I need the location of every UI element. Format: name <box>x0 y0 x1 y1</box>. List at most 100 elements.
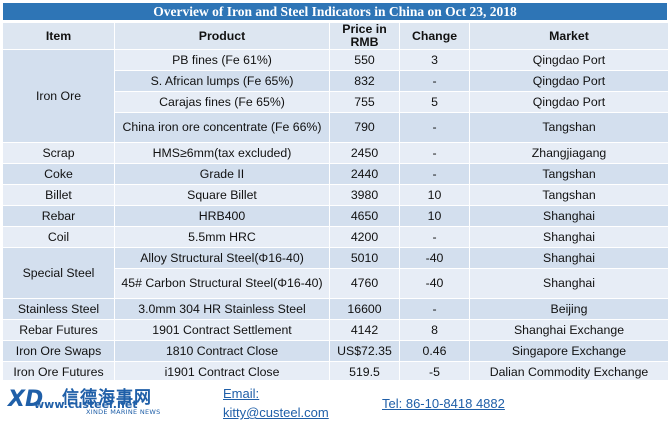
column-header-market: Market <box>469 22 669 50</box>
header-row: Item Product Price in RMB Change Market <box>2 22 669 50</box>
table-row: Iron Ore Swaps 1810 Contract Close US$72… <box>2 340 669 362</box>
column-header-change: Change <box>399 22 470 50</box>
market-cell: Shanghai <box>469 226 669 248</box>
price-cell: 4200 <box>329 226 400 248</box>
product-cell: China iron ore concentrate (Fe 66%) <box>114 112 330 143</box>
change-cell: -5 <box>399 361 470 383</box>
market-cell: Qingdao Port <box>469 70 669 92</box>
price-cell: 4650 <box>329 205 400 227</box>
change-cell: 3 <box>399 49 470 71</box>
table-row: Scrap HMS≥6mm(tax excluded) 2450 - Zhang… <box>2 142 669 164</box>
item-cell: Coil <box>2 226 115 248</box>
table-row: Special Steel Alloy Structural Steel(Φ16… <box>2 247 669 299</box>
table-row: 45# Carbon Structural Steel(Φ16-40) 4760… <box>3 268 669 299</box>
change-cell: 5 <box>399 91 470 113</box>
item-cell: Scrap <box>2 142 115 164</box>
change-cell: 8 <box>399 319 470 341</box>
logo-url: www.custeel.net <box>34 398 138 411</box>
price-cell: 755 <box>329 91 400 113</box>
change-cell: -40 <box>399 268 470 299</box>
table-title: Overview of Iron and Steel Indicators in… <box>2 2 668 21</box>
item-cell: Special Steel <box>2 247 115 299</box>
market-cell: Shanghai <box>469 205 669 227</box>
logo-mark-icon: XD <box>8 387 44 412</box>
change-cell: - <box>399 112 470 143</box>
price-cell: 16600 <box>329 298 400 320</box>
table-row: Rebar Futures 1901 Contract Settlement 4… <box>2 319 669 341</box>
product-cell: HMS≥6mm(tax excluded) <box>114 142 330 164</box>
item-cell: Rebar <box>2 205 115 227</box>
market-cell: Tangshan <box>469 184 669 206</box>
table-row: Rebar HRB400 4650 10 Shanghai <box>2 205 669 227</box>
table-row: Coil 5.5mm HRC 4200 - Shanghai <box>2 226 669 248</box>
change-cell: 0.46 <box>399 340 470 362</box>
item-cell: Iron Ore <box>2 49 115 143</box>
email-label: Email: <box>223 386 260 401</box>
market-cell: Beijing <box>469 298 669 320</box>
change-cell: 10 <box>399 184 470 206</box>
item-cell: Stainless Steel <box>2 298 115 320</box>
product-cell: 1901 Contract Settlement <box>114 319 330 341</box>
table-row: S. African lumps (Fe 65%) 832 - Qingdao … <box>3 70 669 92</box>
product-cell: i1901 Contract Close <box>114 361 330 383</box>
market-cell: Dalian Commodity Exchange <box>469 361 669 383</box>
market-cell: Qingdao Port <box>469 49 669 71</box>
item-cell: Iron Ore Futures <box>2 361 115 383</box>
price-cell: 2440 <box>329 163 400 185</box>
logo: XD 信德海事网 www.custeel.net XINDE MARINE NE… <box>4 382 214 420</box>
table-row: Stainless Steel 3.0mm 304 HR Stainless S… <box>2 298 669 320</box>
change-cell: -40 <box>399 247 470 269</box>
product-cell: 45# Carbon Structural Steel(Φ16-40) <box>114 268 330 299</box>
change-cell: - <box>399 70 470 92</box>
footer: XD 信德海事网 www.custeel.net XINDE MARINE NE… <box>0 380 670 423</box>
table-row: Iron Ore Futures i1901 Contract Close 51… <box>2 361 669 383</box>
product-cell: PB fines (Fe 61%) <box>114 49 330 71</box>
product-cell: 1810 Contract Close <box>114 340 330 362</box>
price-cell: 4142 <box>329 319 400 341</box>
market-cell: Shanghai Exchange <box>469 319 669 341</box>
price-cell: 790 <box>329 112 400 143</box>
logo-subtitle: XINDE MARINE NEWS <box>86 408 161 416</box>
item-cell: Rebar Futures <box>2 319 115 341</box>
market-cell: Qingdao Port <box>469 91 669 113</box>
item-cell: Iron Ore Swaps <box>2 340 115 362</box>
price-cell: 2450 <box>329 142 400 164</box>
table-row: China iron ore concentrate (Fe 66%) 790 … <box>3 112 669 143</box>
price-cell: US$72.35 <box>329 340 400 362</box>
logo-chinese-text: 信德海事网 <box>62 388 152 408</box>
table-row: Billet Square Billet 3980 10 Tangshan <box>2 184 669 206</box>
product-cell: 3.0mm 304 HR Stainless Steel <box>114 298 330 320</box>
market-cell: Singapore Exchange <box>469 340 669 362</box>
price-cell: 3980 <box>329 184 400 206</box>
table-row: Iron Ore PB fines (Fe 61%) 550 3 Qingdao… <box>2 49 669 143</box>
price-cell: 550 <box>329 49 400 71</box>
product-cell: HRB400 <box>114 205 330 227</box>
change-cell: - <box>399 142 470 164</box>
market-cell: Shanghai <box>469 268 669 299</box>
price-cell: 5010 <box>329 247 400 269</box>
contact-email[interactable]: Email: kitty@custeel.com <box>223 384 329 422</box>
product-cell: Grade II <box>114 163 330 185</box>
contact-phone[interactable]: Tel: 86-10-8418 4882 <box>382 396 505 411</box>
change-cell: - <box>399 226 470 248</box>
product-cell: Carajas fines (Fe 65%) <box>114 91 330 113</box>
product-cell: S. African lumps (Fe 65%) <box>114 70 330 92</box>
table-row: Coke Grade II 2440 - Tangshan <box>2 163 669 185</box>
item-cell: Coke <box>2 163 115 185</box>
column-header-price: Price in RMB <box>329 22 400 50</box>
price-cell: 832 <box>329 70 400 92</box>
email-link[interactable]: kitty@custeel.com <box>223 405 329 420</box>
market-cell: Tangshan <box>469 163 669 185</box>
market-cell: Shanghai <box>469 247 669 269</box>
market-cell: Tangshan <box>469 112 669 143</box>
table-row: Carajas fines (Fe 65%) 755 5 Qingdao Por… <box>3 91 669 113</box>
column-header-product: Product <box>114 22 330 50</box>
change-cell: 10 <box>399 205 470 227</box>
change-cell: - <box>399 163 470 185</box>
indicators-table: Item Product Price in RMB Change Market … <box>2 22 669 383</box>
column-header-item: Item <box>2 22 115 50</box>
product-cell: Square Billet <box>114 184 330 206</box>
price-cell: 4760 <box>329 268 400 299</box>
market-cell: Zhangjiagang <box>469 142 669 164</box>
change-cell: - <box>399 298 470 320</box>
